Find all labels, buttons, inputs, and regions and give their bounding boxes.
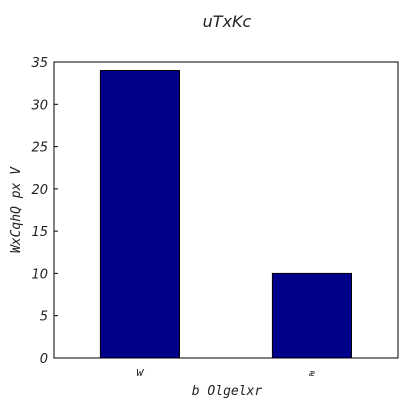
x-tick-label-1: æ	[308, 369, 315, 379]
y-axis-label: WxCqhQ px V	[9, 166, 24, 253]
bar-1	[271, 272, 352, 359]
chart-title: uTxKc	[203, 12, 252, 31]
y-tick-label-7: 35	[31, 56, 48, 71]
y-tick-label-2: 10	[31, 267, 48, 282]
bar-0	[99, 70, 180, 359]
y-tick-label-3: 15	[31, 225, 48, 240]
y-tick-label-0: 0	[40, 352, 48, 367]
x-axis-label: b Olgelxr	[192, 384, 263, 399]
y-tick-label-1: 5	[40, 310, 48, 325]
plot-area: w æ 0 5 10 15 20 25 30 35	[31, 56, 399, 379]
y-tick-label-6: 30	[31, 98, 48, 113]
y-tick-label-4: 20	[31, 183, 48, 198]
y-tick-label-5: 25	[31, 141, 48, 156]
plot-frame	[53, 61, 399, 359]
x-tick-label-0: w	[136, 365, 144, 379]
